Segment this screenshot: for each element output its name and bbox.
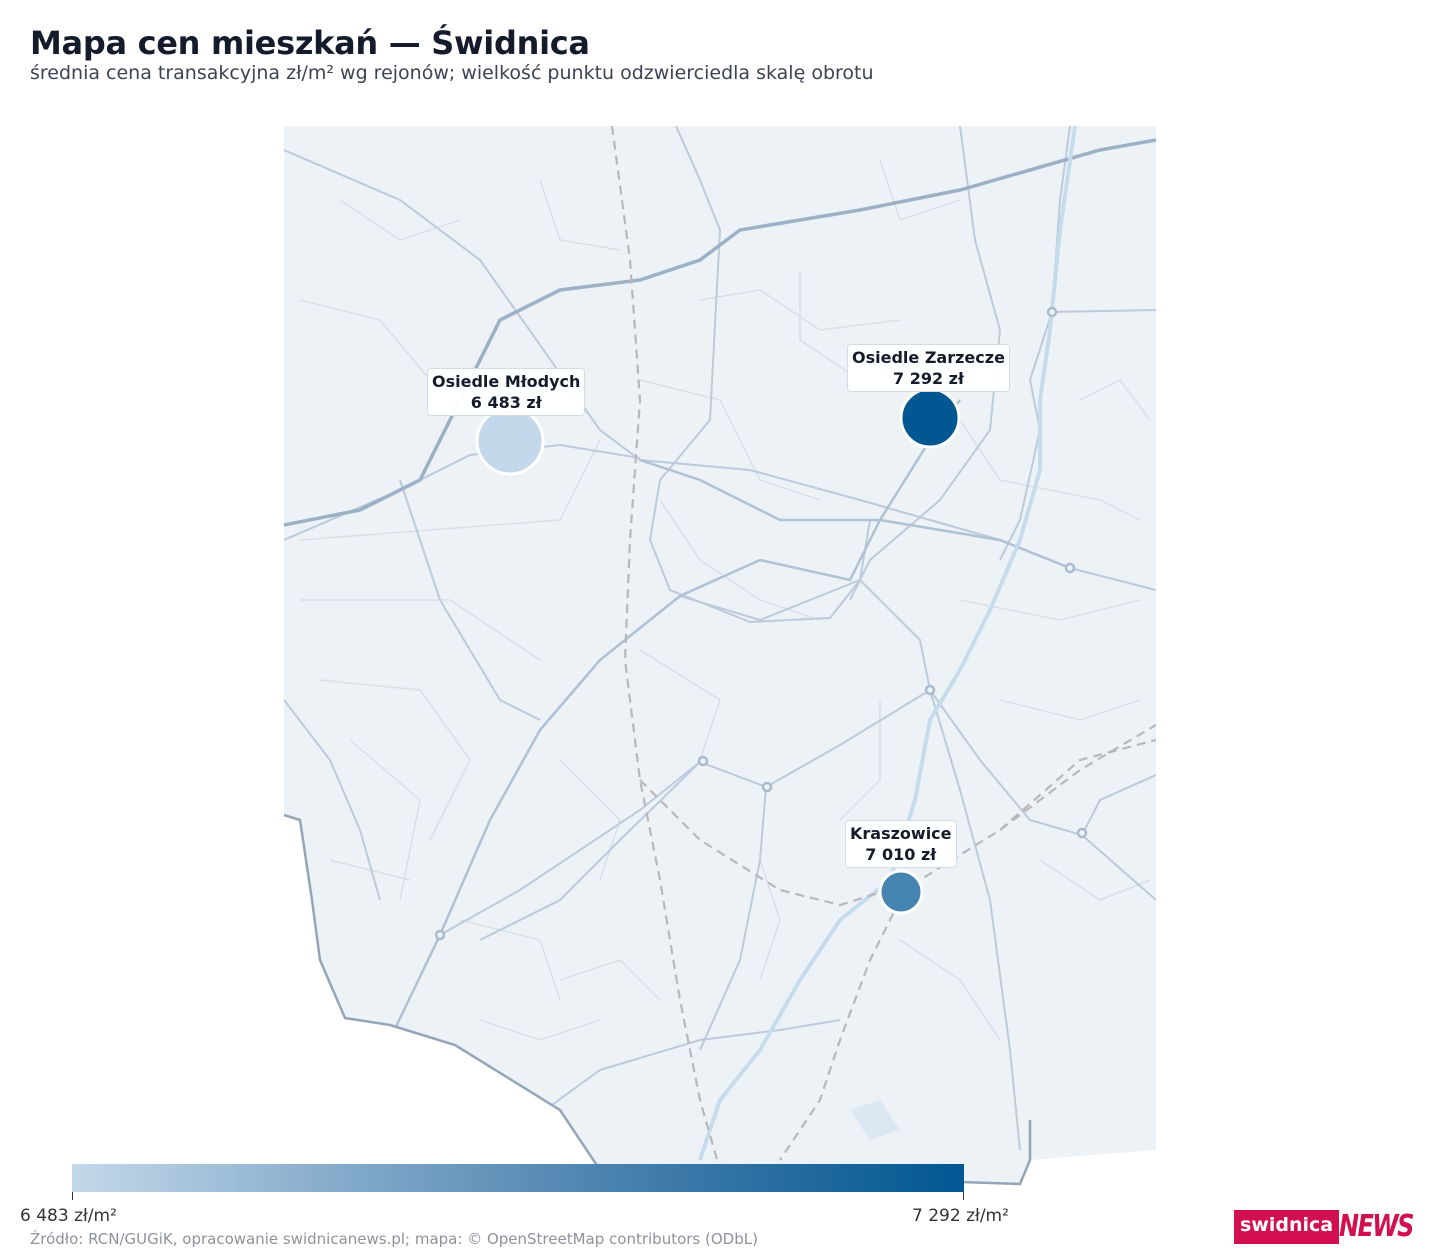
water-pond bbox=[850, 1100, 900, 1140]
label-osiedle-mlodych[interactable]: Osiedle Młodych 6 483 zł bbox=[427, 368, 586, 416]
label-osiedle-zarzecze-price: 7 292 zł bbox=[893, 369, 964, 388]
arterial-roads bbox=[328, 399, 1071, 1161]
label-osiedle-zarzecze-name: Osiedle Zarzecze bbox=[852, 348, 1005, 367]
scale-max-label: 7 292 zł/m² bbox=[912, 1206, 1009, 1226]
secondary-roads bbox=[284, 126, 1156, 1151]
major-roads bbox=[284, 138, 1156, 527]
label-kraszowice-name: Kraszowice bbox=[850, 824, 952, 843]
railways bbox=[610, 126, 1156, 1171]
marker-kraszowice[interactable] bbox=[878, 869, 924, 915]
river bbox=[698, 126, 1077, 1161]
label-osiedle-zarzecze[interactable]: Osiedle Zarzecze 7 292 zł bbox=[847, 344, 1010, 392]
label-kraszowice-price: 7 010 zł bbox=[865, 845, 937, 864]
color-scale-bar bbox=[72, 1164, 964, 1192]
label-kraszowice[interactable]: Kraszowice 7 010 zł bbox=[845, 820, 957, 868]
minor-streets bbox=[299, 159, 1151, 1041]
map-features bbox=[284, 126, 1156, 1171]
source-note: Źródło: RCN/GUGiK, opracowanie swidnican… bbox=[30, 1230, 758, 1248]
brand-logo-part2: NEWS bbox=[1339, 1209, 1414, 1244]
scale-tick-min bbox=[72, 1192, 73, 1200]
brand-logo-part1: swidnica bbox=[1234, 1210, 1340, 1244]
city-boundary bbox=[283, 813, 1032, 1186]
page-subtitle: średnia cena transakcyjna zł/m² wg rejon… bbox=[30, 62, 874, 84]
label-osiedle-mlodych-price: 6 483 zł bbox=[470, 393, 542, 412]
label-osiedle-mlodych-name: Osiedle Młodych bbox=[432, 372, 581, 391]
page-title: Mapa cen mieszkań — Świdnica bbox=[30, 24, 590, 62]
marker-osiedle-zarzecze[interactable] bbox=[899, 387, 961, 449]
scale-tick-max bbox=[963, 1192, 964, 1200]
marker-osiedle-mlodych[interactable] bbox=[475, 406, 545, 476]
scale-min-label: 6 483 zł/m² bbox=[20, 1206, 117, 1226]
map-area bbox=[284, 126, 1156, 1184]
brand-logo[interactable]: swidnica NEWS bbox=[1234, 1210, 1431, 1244]
